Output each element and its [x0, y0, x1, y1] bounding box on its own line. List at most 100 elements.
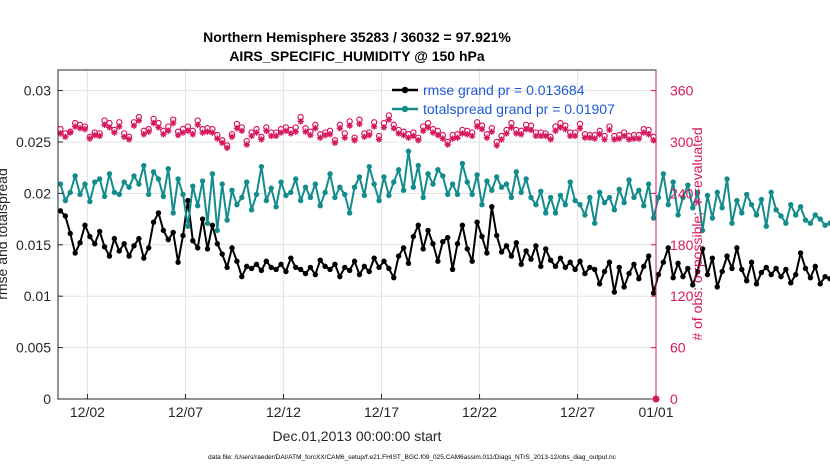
rmse-point [312, 271, 319, 278]
obs-evaluated-point [258, 136, 265, 143]
totalspread-point [699, 227, 706, 234]
totalspread-point [675, 212, 681, 218]
rmse-point [278, 261, 284, 268]
totalspread-point [734, 197, 740, 204]
obs-evaluated-point [253, 129, 260, 136]
y-axis-label-right: # of obs: o=possible; ∗=evaluated [689, 127, 705, 340]
obs-evaluated-point [282, 127, 290, 135]
y-tick-label-right: 300 [670, 134, 694, 150]
rmse-point [194, 245, 201, 251]
rmse-point [454, 241, 461, 247]
totalspread-point [670, 179, 676, 185]
obs-evaluated-point [601, 136, 608, 143]
obs-evaluated-point [336, 125, 344, 132]
rmse-point [665, 245, 671, 251]
obs-evaluated-point [111, 129, 118, 136]
rmse-point [694, 268, 701, 275]
totalspread-point [248, 207, 255, 213]
rmse-point [400, 245, 407, 251]
rmse-point [111, 235, 118, 242]
totalspread-point [293, 176, 299, 182]
obs-evaluated-point [552, 127, 559, 135]
totalspread-point [528, 194, 534, 201]
totalspread-point [126, 184, 132, 190]
totalspread-point [302, 184, 309, 190]
obs-evaluated-point [145, 128, 152, 135]
rmse-point [180, 232, 186, 239]
totalspread-point [650, 215, 657, 221]
rmse-point [562, 264, 569, 271]
obs-evaluated-point [130, 122, 138, 129]
totalspread-point [371, 181, 377, 187]
totalspread-point [155, 176, 162, 182]
obs-evaluated-point [571, 132, 579, 140]
rmse-point [493, 232, 500, 239]
rmse-point [523, 248, 529, 254]
totalspread-point [297, 197, 304, 204]
y-tick-label-left: 0.01 [24, 288, 51, 304]
totalspread-point [244, 179, 250, 185]
totalspread-point [807, 220, 814, 226]
rmse-point [513, 240, 520, 246]
series-asterisk-markers [57, 116, 657, 152]
obs-evaluated-point [302, 128, 309, 135]
rmse-point [96, 228, 103, 235]
totalspread-point [533, 201, 539, 208]
totalspread-point [131, 173, 137, 179]
totalspread-point [405, 148, 412, 154]
obs-evaluated-point [165, 127, 172, 135]
rmse-point [297, 266, 304, 273]
totalspread-point [386, 192, 392, 199]
obs-evaluated-point [194, 121, 201, 129]
totalspread-point [410, 184, 417, 190]
obs-evaluated-point [356, 120, 363, 128]
totalspread-point [62, 197, 69, 204]
obs-evaluated-point [478, 125, 486, 133]
obs-evaluated-point [405, 134, 412, 141]
totalspread-point [101, 193, 108, 200]
rmse-point [224, 264, 230, 271]
x-tick-label: 12/27 [560, 404, 595, 420]
rmse-point [425, 227, 431, 234]
totalspread-point [513, 169, 520, 175]
rmse-point [484, 250, 490, 256]
rmse-point [136, 235, 142, 242]
totalspread-point [557, 192, 564, 199]
y-tick-label-left: 0.02 [24, 185, 51, 201]
totalspread-point [160, 193, 167, 200]
y-axis-label-left: rmse and totalspread [0, 168, 10, 300]
rmse-point [72, 250, 78, 256]
rmse-point [675, 260, 681, 266]
totalspread-point [258, 163, 265, 170]
rmse-point [729, 265, 735, 272]
rmse-point [440, 238, 446, 245]
y-tick-label-right: 360 [670, 83, 694, 99]
rmse-point [160, 227, 167, 234]
obs-evaluated-point [321, 131, 329, 139]
rmse-point [190, 237, 196, 244]
obs-evaluated-point [184, 127, 192, 135]
rmse-point [268, 264, 274, 271]
totalspread-point [665, 201, 671, 208]
totalspread-point [753, 212, 760, 218]
obs-evaluated-point [630, 135, 638, 142]
rmse-point [131, 243, 137, 249]
totalspread-point [611, 207, 618, 213]
obs-evaluated-point [120, 133, 128, 141]
obs-evaluated-point [557, 124, 564, 131]
obs-evaluated-point [439, 135, 446, 142]
rmse-point [621, 284, 627, 290]
totalspread-point [827, 220, 830, 226]
totalspread-point [121, 179, 127, 185]
totalspread-point [92, 179, 98, 185]
obs-evaluated-point [238, 127, 246, 135]
rmse-point [302, 270, 309, 277]
obs-evaluated-point [341, 134, 348, 141]
obs-evaluated-point [160, 131, 167, 138]
totalspread-point [307, 194, 314, 201]
obs-evaluated-point [169, 119, 177, 127]
totalspread-point [327, 171, 333, 177]
rmse-point [596, 281, 603, 287]
obs-evaluated-point [542, 132, 549, 140]
